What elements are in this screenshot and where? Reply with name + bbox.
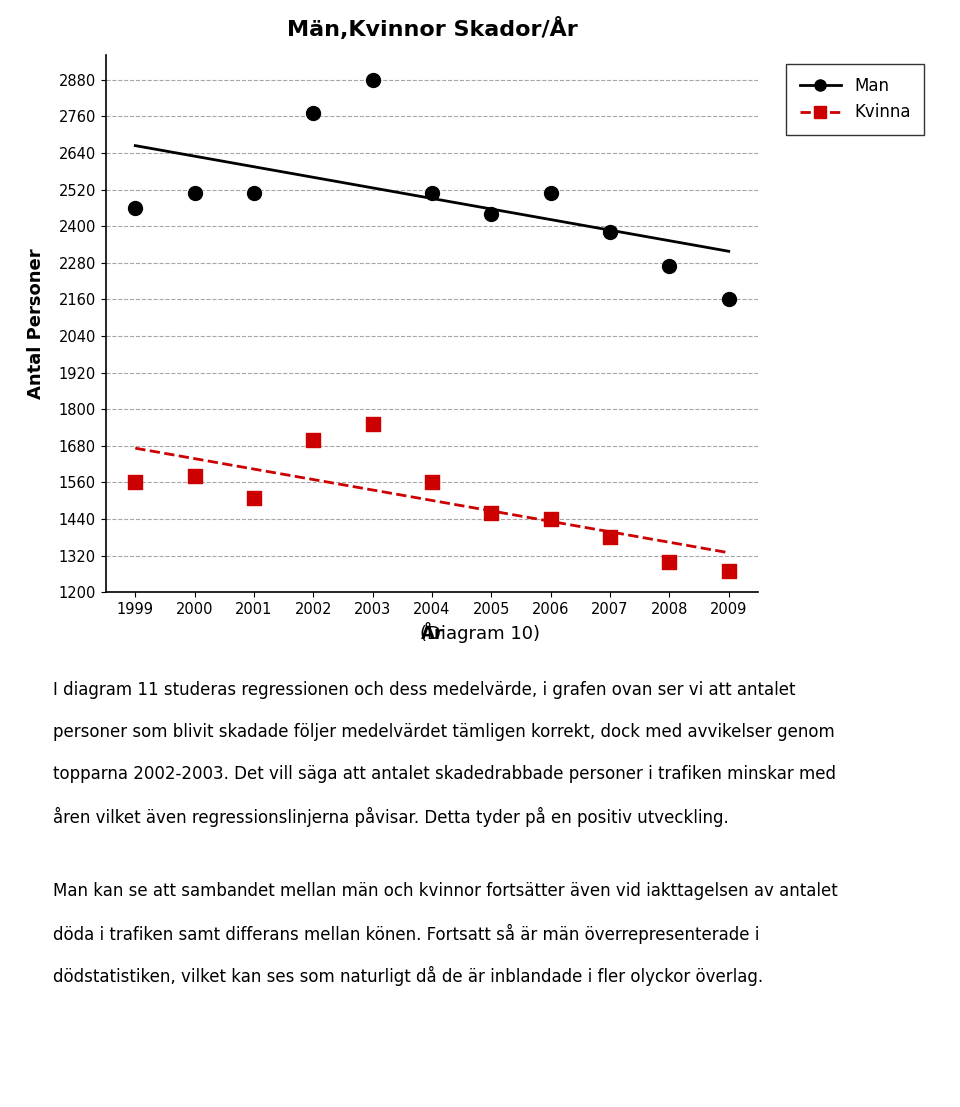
Point bbox=[305, 431, 321, 448]
Point bbox=[484, 205, 499, 223]
Text: Man kan se att sambandet mellan män och kvinnor fortsätter även vid iakttagelsen: Man kan se att sambandet mellan män och … bbox=[53, 882, 837, 900]
X-axis label: År: År bbox=[420, 625, 444, 643]
Text: åren vilket även regressionslinjerna påvisar. Detta tyder på en positiv utveckli: åren vilket även regressionslinjerna påv… bbox=[53, 807, 729, 827]
Text: topparna 2002-2003. Det vill säga att antalet skadedrabbade personer i trafiken : topparna 2002-2003. Det vill säga att an… bbox=[53, 765, 836, 783]
Text: I diagram 11 studeras regressionen och dess medelvärde, i grafen ovan ser vi att: I diagram 11 studeras regressionen och d… bbox=[53, 681, 795, 699]
Point bbox=[602, 528, 617, 546]
Legend: Man, Kvinna: Man, Kvinna bbox=[786, 64, 924, 135]
Title: Män,Kvinnor Skador/År: Män,Kvinnor Skador/År bbox=[287, 17, 577, 40]
Text: döda i trafiken samt differans mellan könen. Fortsatt så är män överrepresentera: döda i trafiken samt differans mellan kö… bbox=[53, 924, 759, 944]
Point bbox=[247, 184, 262, 201]
Point bbox=[424, 474, 440, 492]
Text: personer som blivit skadade följer medelvärdet tämligen korrekt, dock med avvike: personer som blivit skadade följer medel… bbox=[53, 723, 834, 741]
Point bbox=[661, 552, 677, 570]
Point bbox=[187, 467, 203, 485]
Point bbox=[128, 474, 143, 492]
Point bbox=[365, 415, 380, 433]
Point bbox=[721, 290, 736, 308]
Point bbox=[247, 489, 262, 507]
Point bbox=[187, 184, 203, 201]
Point bbox=[484, 504, 499, 521]
Point bbox=[128, 199, 143, 217]
Text: (Diagram 10): (Diagram 10) bbox=[420, 625, 540, 643]
Text: dödstatistiken, vilket kan ses som naturligt då de är inblandade i fler olyckor : dödstatistiken, vilket kan ses som natur… bbox=[53, 966, 763, 986]
Point bbox=[424, 184, 440, 201]
Point bbox=[305, 104, 321, 122]
Y-axis label: Antal Personer: Antal Personer bbox=[27, 248, 44, 400]
Point bbox=[543, 510, 559, 528]
Point bbox=[365, 71, 380, 89]
Point bbox=[661, 257, 677, 275]
Point bbox=[721, 562, 736, 580]
Point bbox=[543, 184, 559, 201]
Point bbox=[602, 224, 617, 241]
